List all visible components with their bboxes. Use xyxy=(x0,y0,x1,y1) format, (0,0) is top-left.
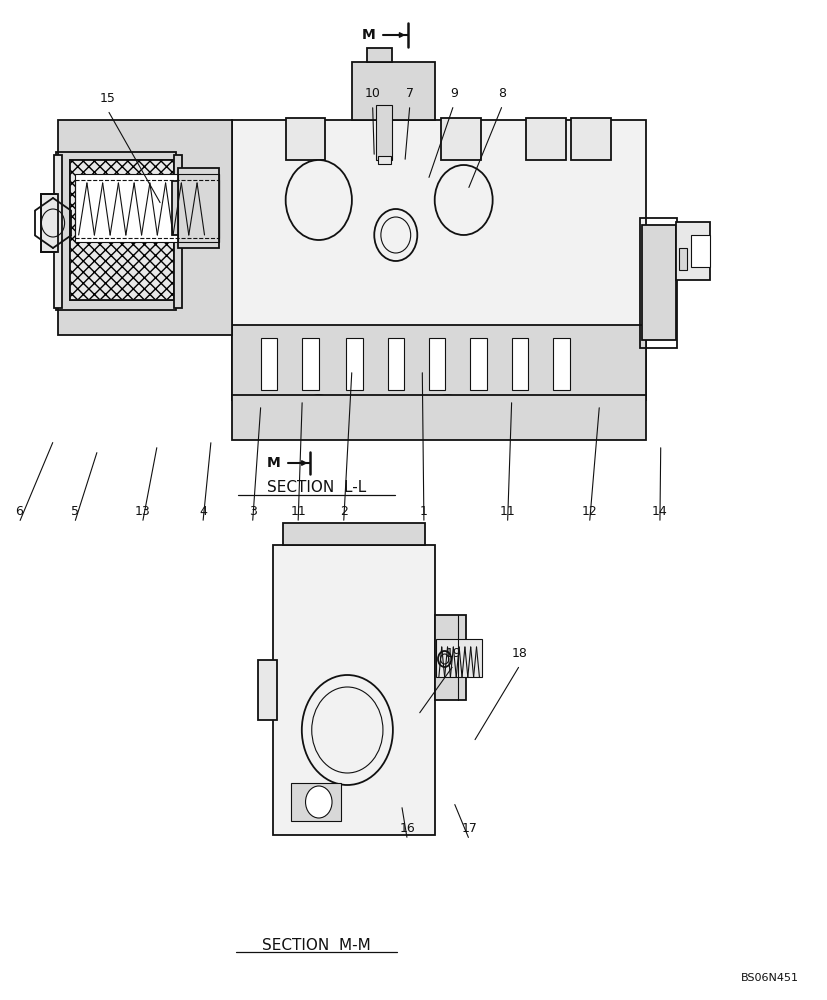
Circle shape xyxy=(428,395,465,439)
Bar xyxy=(552,338,569,390)
Bar xyxy=(232,325,645,400)
Bar xyxy=(676,222,709,280)
Bar xyxy=(70,160,174,300)
Bar xyxy=(54,155,62,308)
Bar xyxy=(261,338,277,390)
Bar xyxy=(273,545,434,835)
Bar xyxy=(172,181,197,235)
Circle shape xyxy=(305,786,332,818)
Text: 4: 4 xyxy=(198,505,207,518)
Text: 3: 3 xyxy=(248,505,256,518)
Text: 2: 2 xyxy=(339,505,347,518)
Bar xyxy=(375,105,392,160)
Text: 13: 13 xyxy=(134,505,151,518)
Bar xyxy=(441,118,480,160)
Bar xyxy=(571,118,610,160)
Bar xyxy=(232,395,645,440)
Text: 10: 10 xyxy=(364,87,380,100)
Bar xyxy=(178,174,219,242)
Bar xyxy=(436,639,481,677)
Circle shape xyxy=(300,395,337,439)
Bar xyxy=(691,235,709,267)
Text: 1: 1 xyxy=(419,505,428,518)
Text: BS06N451: BS06N451 xyxy=(740,973,798,983)
Bar xyxy=(232,120,645,400)
Text: SECTION  L-L: SECTION L-L xyxy=(266,481,366,495)
Text: SECTION  M-M: SECTION M-M xyxy=(261,938,370,952)
Circle shape xyxy=(374,209,417,261)
Bar xyxy=(639,218,676,348)
Bar xyxy=(387,338,404,390)
Text: 7: 7 xyxy=(405,87,414,100)
Circle shape xyxy=(301,675,393,785)
Text: 6: 6 xyxy=(15,505,23,518)
Bar xyxy=(470,338,486,390)
Bar xyxy=(41,194,58,252)
Bar xyxy=(174,155,182,308)
Bar xyxy=(285,118,325,160)
Bar xyxy=(511,338,528,390)
Text: 5: 5 xyxy=(70,505,79,518)
Bar xyxy=(58,120,232,335)
Bar xyxy=(70,160,174,300)
Circle shape xyxy=(311,687,382,773)
Bar xyxy=(678,248,686,270)
Circle shape xyxy=(437,651,451,667)
Bar xyxy=(434,615,466,700)
Bar xyxy=(283,523,424,545)
Bar xyxy=(351,62,434,120)
Bar xyxy=(74,174,219,242)
Text: 11: 11 xyxy=(499,505,515,518)
Bar xyxy=(377,156,390,164)
Text: 14: 14 xyxy=(651,505,667,518)
Text: M: M xyxy=(266,456,280,470)
Bar xyxy=(70,160,174,300)
Bar xyxy=(641,225,676,340)
Text: 16: 16 xyxy=(399,822,415,835)
Bar xyxy=(291,783,341,821)
Bar xyxy=(366,48,391,62)
Bar xyxy=(525,118,565,160)
Text: M: M xyxy=(361,28,375,42)
Circle shape xyxy=(285,160,351,240)
Text: 12: 12 xyxy=(581,505,597,518)
Text: 11: 11 xyxy=(289,505,306,518)
Text: 19: 19 xyxy=(445,647,461,660)
Bar xyxy=(258,660,276,720)
Bar xyxy=(56,152,176,310)
Text: 17: 17 xyxy=(461,822,477,835)
Circle shape xyxy=(434,165,492,235)
Circle shape xyxy=(380,217,410,253)
Text: 15: 15 xyxy=(99,92,116,105)
Text: 8: 8 xyxy=(498,87,506,100)
Bar xyxy=(178,168,219,248)
Text: 18: 18 xyxy=(511,647,528,660)
Bar xyxy=(346,338,362,390)
Bar xyxy=(428,338,445,390)
Text: 9: 9 xyxy=(449,87,457,100)
Bar xyxy=(302,338,318,390)
